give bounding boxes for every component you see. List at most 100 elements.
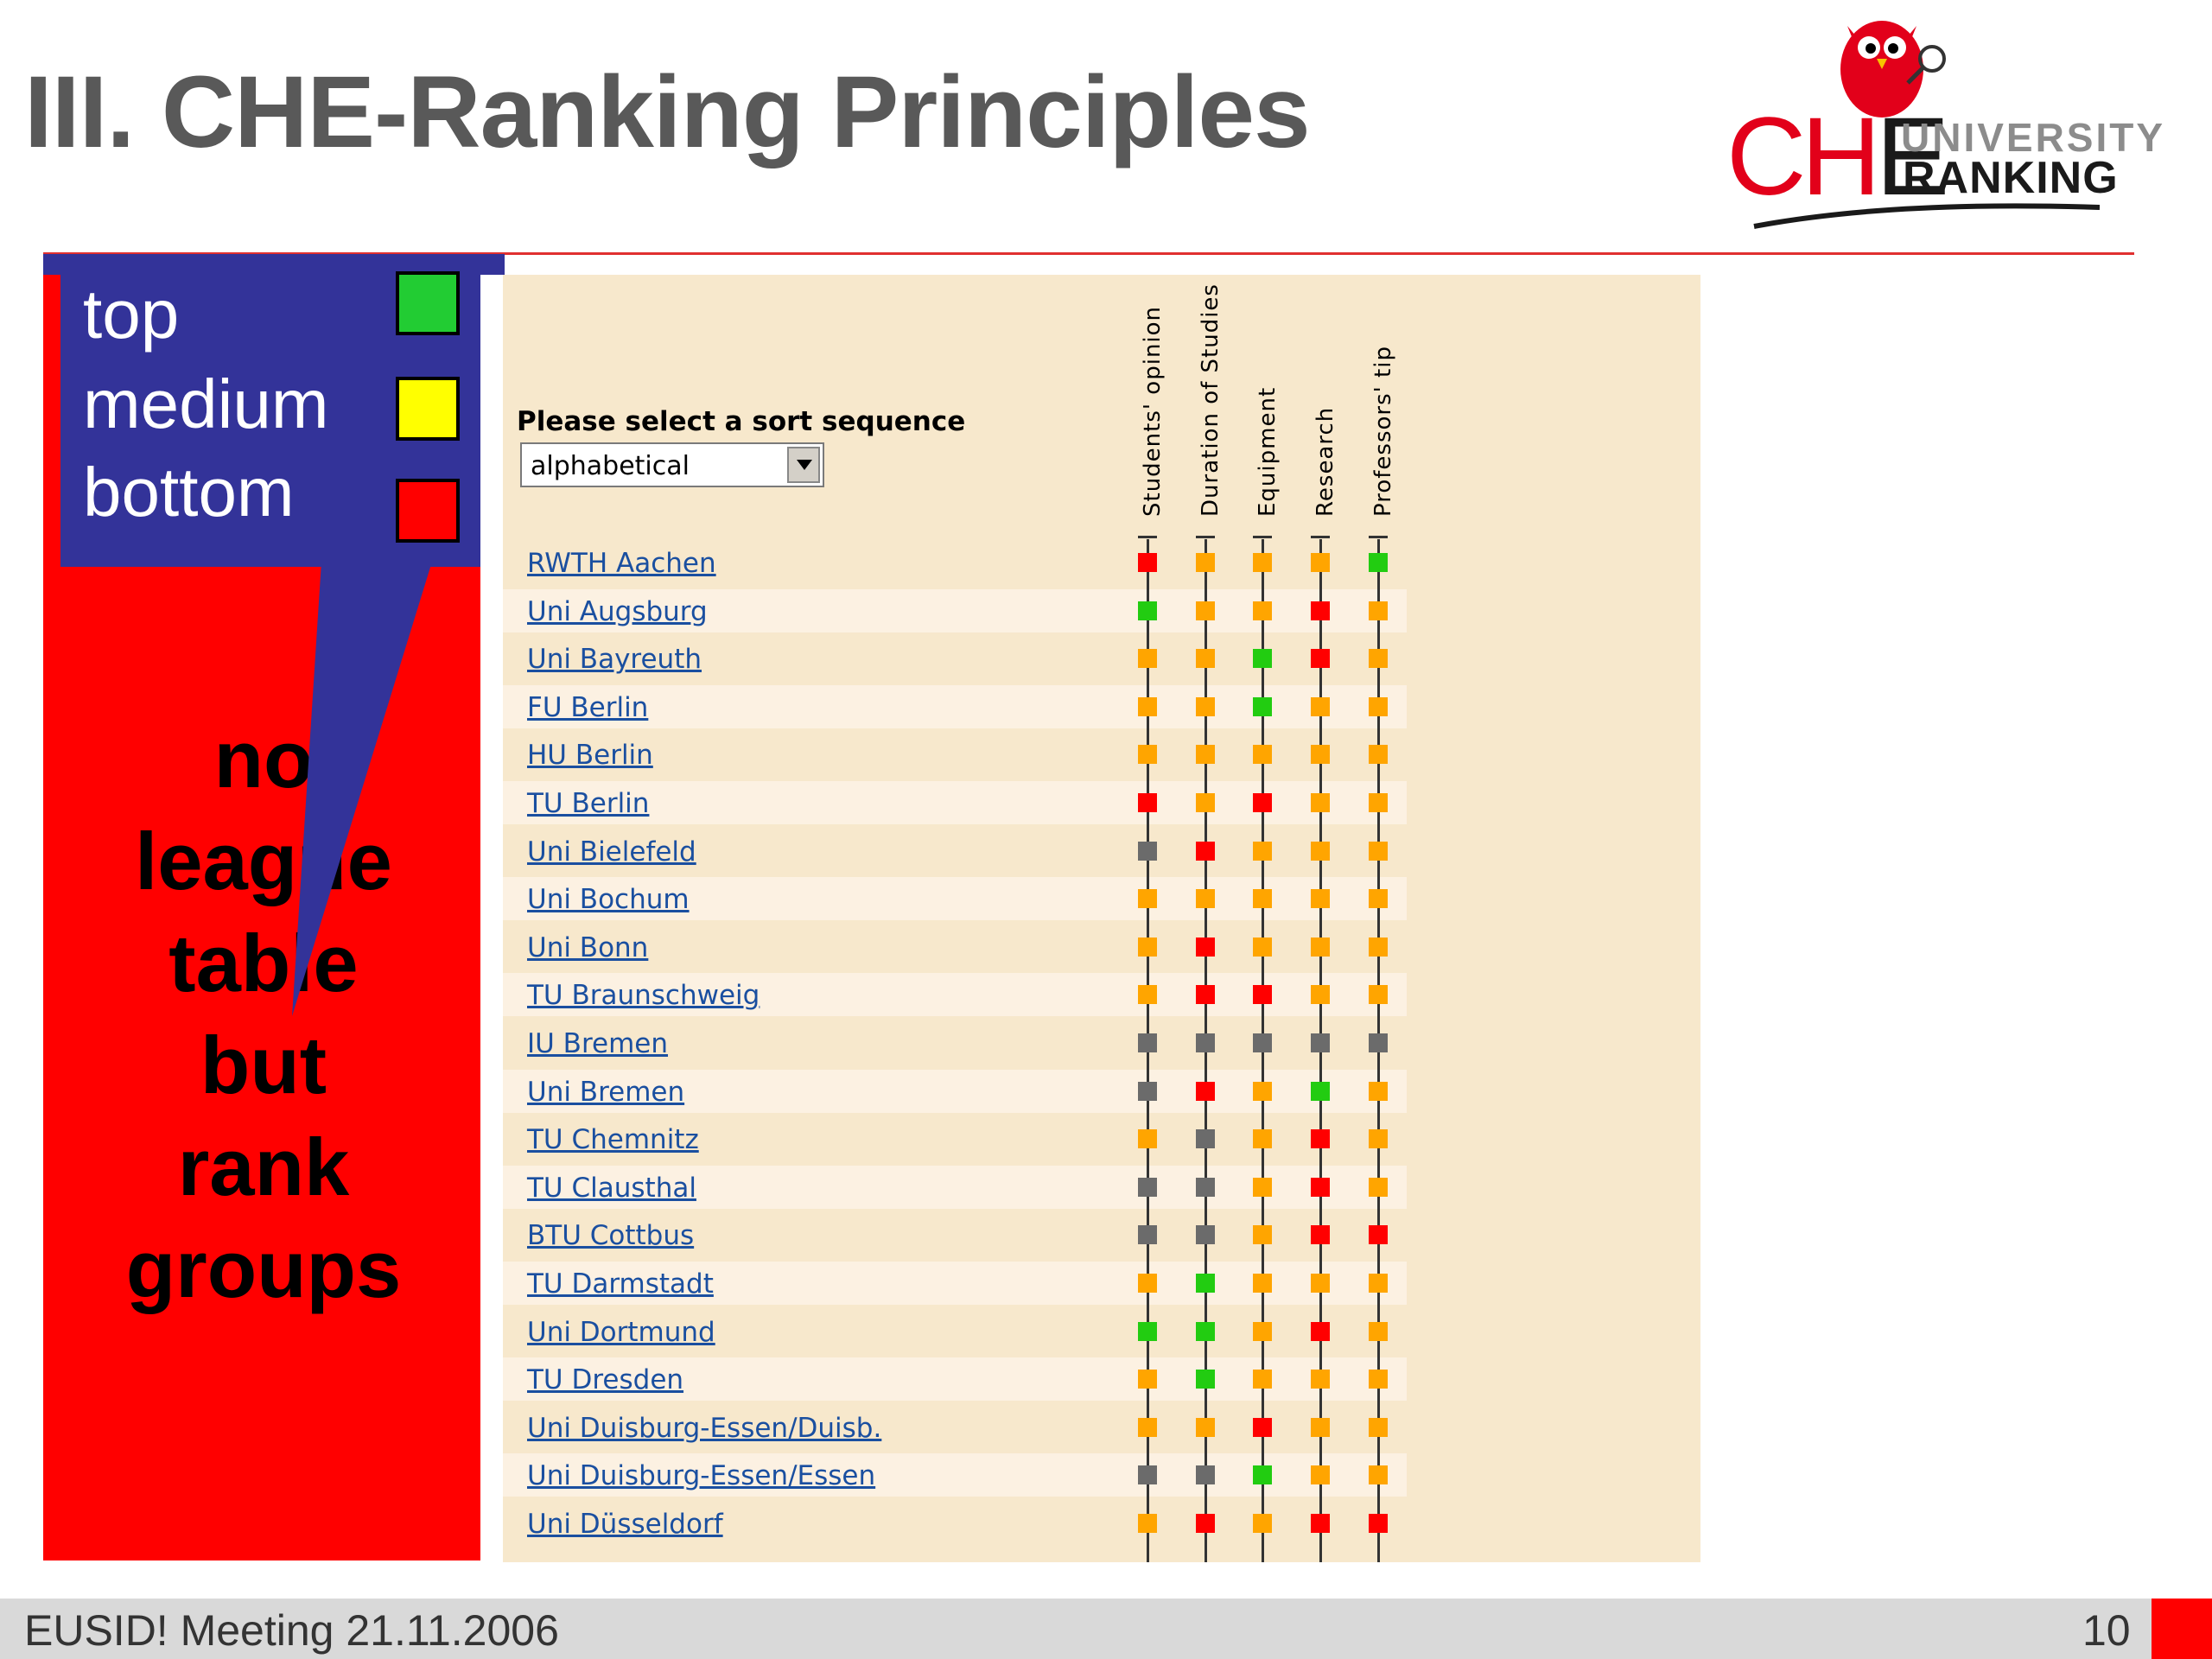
university-link[interactable]: Uni Duisburg-Essen/Essen <box>527 1460 876 1492</box>
rank-group-marker <box>1196 1321 1215 1341</box>
university-link[interactable]: Uni Bochum <box>527 884 690 916</box>
side-note-line: table <box>168 918 359 1008</box>
rank-group-marker <box>1369 1465 1388 1485</box>
rank-group-marker <box>1311 1081 1330 1101</box>
logo-e: E <box>1875 95 1949 219</box>
column-header-label: Research <box>1313 406 1338 517</box>
legend-box: top medium bottom <box>60 268 480 567</box>
column-guide-cap <box>1138 536 1157 538</box>
rank-group-marker <box>1253 1225 1272 1245</box>
rank-group-marker <box>1138 1177 1157 1197</box>
column-header-label: Duration of Studies <box>1198 283 1224 517</box>
rank-group-marker <box>1196 1081 1215 1101</box>
rank-group-marker <box>1311 793 1330 812</box>
rank-group-marker <box>1311 1033 1330 1052</box>
rank-group-marker <box>1369 1129 1388 1149</box>
rank-group-marker <box>1138 793 1157 812</box>
rank-group-marker <box>1311 1321 1330 1341</box>
rank-group-marker <box>1311 553 1330 572</box>
rank-group-marker <box>1253 1370 1272 1389</box>
table-row: Uni Bielefeld <box>503 830 1407 873</box>
rank-group-marker <box>1138 889 1157 909</box>
rank-group-marker <box>1311 985 1330 1005</box>
rank-group-marker <box>1196 841 1215 861</box>
university-link[interactable]: Uni Bayreuth <box>527 644 702 676</box>
table-row: BTU Cottbus <box>503 1213 1407 1256</box>
logo-swoosh-icon <box>1753 203 2100 229</box>
logo-h: H <box>1801 95 1880 219</box>
logo-c: C <box>1726 95 1806 219</box>
rank-group-marker <box>1138 841 1157 861</box>
rank-group-marker <box>1138 1225 1157 1245</box>
university-link[interactable]: TU Berlin <box>527 788 650 819</box>
column-header: Duration of Studies <box>1191 275 1239 517</box>
dropdown-arrow-button[interactable] <box>787 447 820 483</box>
side-note-line: rank <box>177 1122 350 1212</box>
column-header-label: Professors' tip <box>1370 346 1396 517</box>
footer-bar <box>0 1599 2152 1659</box>
rank-group-marker <box>1138 1081 1157 1101</box>
legend-label-medium: medium <box>83 365 329 442</box>
rank-group-marker <box>1138 937 1157 957</box>
university-link[interactable]: FU Berlin <box>527 691 649 723</box>
sort-select[interactable]: alphabetical <box>520 442 824 487</box>
rank-group-marker <box>1253 937 1272 957</box>
university-link[interactable]: BTU Cottbus <box>527 1220 695 1252</box>
rank-group-marker <box>1196 649 1215 669</box>
rank-group-marker <box>1196 985 1215 1005</box>
university-link[interactable]: TU Dresden <box>527 1364 684 1396</box>
column-header: Research <box>1306 275 1354 517</box>
university-link[interactable]: Uni Düsseldorf <box>527 1509 723 1540</box>
rank-group-marker <box>1311 1274 1330 1293</box>
column-header: Equipment <box>1248 275 1296 517</box>
rank-group-marker <box>1369 1081 1388 1101</box>
rank-group-marker <box>1369 841 1388 861</box>
university-link[interactable]: TU Darmstadt <box>527 1268 714 1300</box>
table-row: Uni Düsseldorf <box>503 1502 1407 1545</box>
rank-group-marker <box>1369 793 1388 812</box>
rank-group-marker <box>1369 1321 1388 1341</box>
rank-group-marker <box>1253 1129 1272 1149</box>
ranking-table: Please select a sort sequence alphabetic… <box>503 275 1700 1562</box>
rank-group-marker <box>1196 889 1215 909</box>
column-header-label: Equipment <box>1255 386 1281 517</box>
rank-group-marker <box>1138 1274 1157 1293</box>
rank-group-marker <box>1311 1129 1330 1149</box>
rank-group-marker <box>1311 696 1330 716</box>
column-guide-cap <box>1311 536 1330 538</box>
footer-accent <box>2152 1599 2212 1659</box>
university-link[interactable]: Uni Bonn <box>527 931 649 963</box>
rank-group-marker <box>1253 1274 1272 1293</box>
university-link[interactable]: Uni Augsburg <box>527 595 708 627</box>
table-row: TU Chemnitz <box>503 1117 1407 1160</box>
rank-group-marker <box>1253 1321 1272 1341</box>
university-link[interactable]: Uni Bremen <box>527 1076 685 1108</box>
rank-group-marker <box>1196 1370 1215 1389</box>
logo-ranking-text: RANKING <box>1903 153 2119 203</box>
column-header-label: Students' opinion <box>1140 305 1166 517</box>
side-note-line: groups <box>125 1224 402 1314</box>
university-link[interactable]: Uni Duisburg-Essen/Duisb. <box>527 1412 882 1444</box>
sort-select-value: alphabetical <box>531 451 690 481</box>
university-link[interactable]: TU Clausthal <box>527 1172 696 1204</box>
rank-group-marker <box>1369 1370 1388 1389</box>
rank-group-marker <box>1311 1465 1330 1485</box>
university-link[interactable]: IU Bremen <box>527 1028 669 1059</box>
rank-group-marker <box>1196 1177 1215 1197</box>
rank-group-marker <box>1369 1514 1388 1533</box>
university-link[interactable]: Uni Dortmund <box>527 1316 715 1348</box>
university-link[interactable]: RWTH Aachen <box>527 548 716 579</box>
slide-title: III. CHE-Ranking Principles <box>24 55 1311 169</box>
university-link[interactable]: TU Chemnitz <box>527 1124 699 1156</box>
logo-university-text: UNIVERSITY <box>1901 115 2166 160</box>
rank-group-marker <box>1253 745 1272 765</box>
rank-group-marker <box>1196 696 1215 716</box>
rank-group-marker <box>1196 937 1215 957</box>
table-row: Uni Augsburg <box>503 588 1407 632</box>
rank-group-marker <box>1369 937 1388 957</box>
university-link[interactable]: HU Berlin <box>527 740 653 772</box>
table-row: Uni Bremen <box>503 1069 1407 1113</box>
university-link[interactable]: Uni Bielefeld <box>527 836 696 868</box>
legend-swatch-bottom <box>396 479 460 543</box>
university-link[interactable]: TU Braunschweig <box>527 980 760 1012</box>
